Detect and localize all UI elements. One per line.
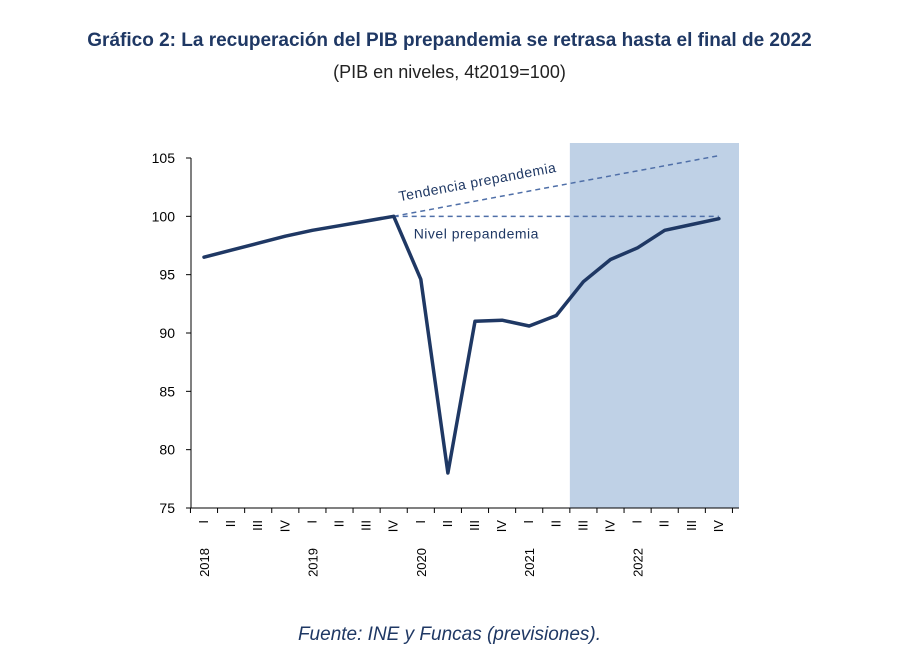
y-tick-label: 105 [152, 150, 176, 166]
x-quarter-label: II [332, 520, 347, 527]
x-quarter-label: IV [603, 520, 618, 533]
y-tick-label: 100 [152, 208, 176, 224]
chart-title: Gráfico 2: La recuperación del PIB prepa… [87, 30, 812, 51]
x-quarter-label: III [250, 520, 265, 531]
x-quarter-label: I [196, 520, 211, 524]
y-tick-label: 85 [159, 383, 175, 399]
x-year-label: 2021 [522, 548, 537, 577]
series [202, 214, 721, 475]
x-quarter-label: I [413, 520, 428, 524]
x-quarter-label: II [223, 520, 238, 527]
x-quarter-label: IV [711, 520, 726, 533]
x-quarter-label: I [521, 520, 536, 524]
forecast-band [569, 143, 739, 508]
y-axis: 75 80 85 90 95 100 105 [152, 150, 192, 516]
x-quarter-label: III [359, 520, 374, 531]
y-tick-label: 80 [159, 442, 175, 458]
x-quarter-label: III [467, 520, 482, 531]
x-quarter-label: II [657, 520, 672, 527]
trend-dashed-line [393, 154, 720, 218]
y-tick-label: 90 [159, 325, 175, 341]
trend-label: Tendencia prepandemia [397, 159, 557, 204]
x-year-label: 2018 [197, 548, 212, 577]
x-quarter-label: II [548, 520, 563, 527]
source-note: Fuente: INE y Funcas (previsiones). [297, 624, 602, 645]
y-tick-label: 75 [159, 500, 175, 516]
gdp-series-line [202, 214, 721, 475]
x-quarter-label: IV [277, 520, 292, 533]
y-tick-label: 95 [159, 267, 175, 283]
x-quarter-label: III [684, 520, 699, 531]
x-quarter-label: I [304, 520, 319, 524]
x-quarter-label: IV [386, 520, 401, 533]
x-quarter-label: I [630, 520, 645, 524]
x-quarter-label: III [575, 520, 590, 531]
x-year-label: 2020 [414, 548, 429, 577]
chart-subtitle: (PIB en niveles, 4t2019=100) [333, 62, 566, 82]
x-year-label: 2022 [631, 548, 646, 577]
x-year-label: 2019 [305, 548, 320, 577]
x-quarter-label: IV [494, 520, 509, 533]
level-label: Nivel prepandemia [414, 225, 539, 241]
x-quarter-label: II [440, 520, 455, 527]
x-axis: I II III IV I II III IV I II III IV I II III IV I II III IV… [189, 507, 739, 577]
